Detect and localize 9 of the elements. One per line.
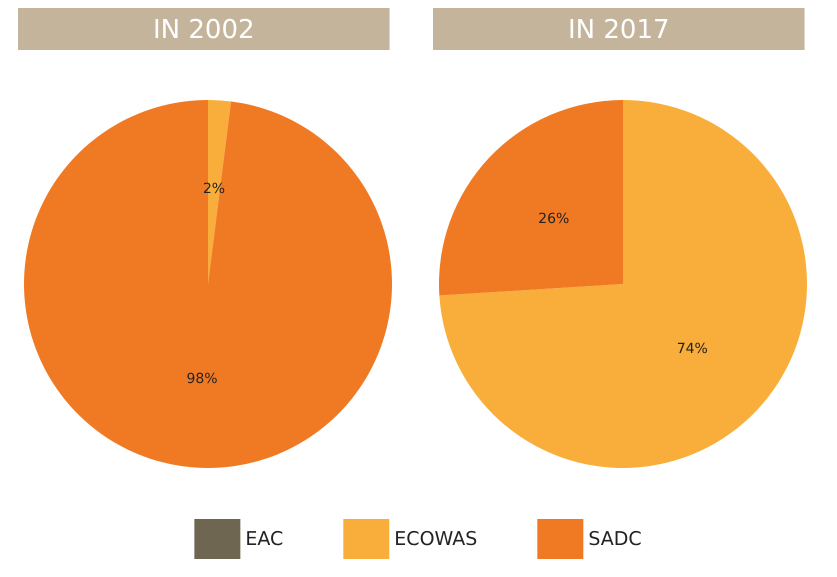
legend-label: EAC [245,528,284,550]
legend-label: ECOWAS [394,528,478,550]
data-label: 98% [186,370,218,387]
slice-label: IN 2002 [153,15,255,45]
data-label: 26% [538,210,570,227]
data-label: 74% [676,341,708,358]
legend-label: SADC [588,528,642,550]
data-label: 2% [202,181,226,198]
slice-label: IN 2017 [568,15,670,45]
